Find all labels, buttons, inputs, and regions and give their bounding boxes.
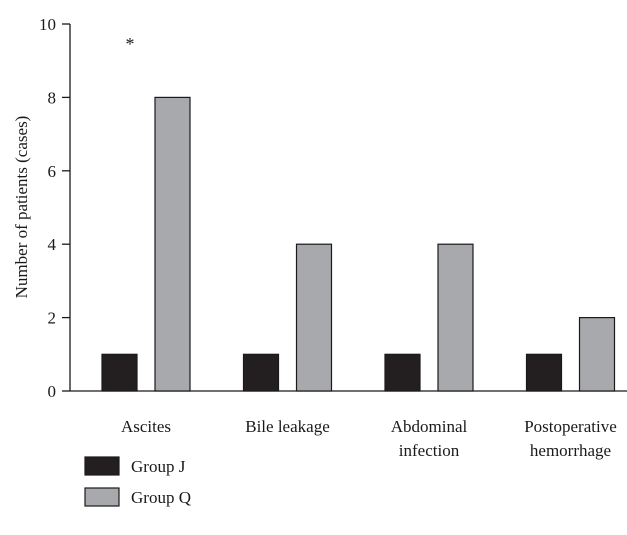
y-axis-title: Number of patients (cases) xyxy=(12,116,31,299)
legend-label: Group J xyxy=(131,457,186,476)
x-tick-label: Ascites xyxy=(121,417,171,436)
x-tick-label: Bile leakage xyxy=(245,417,330,436)
significance-marker: * xyxy=(126,34,135,54)
y-tick-label: 8 xyxy=(48,88,57,107)
bar-group-j xyxy=(242,353,280,392)
legend-label: Group Q xyxy=(131,488,191,507)
y-tick-label: 4 xyxy=(48,235,57,254)
x-tick-label: Abdominal infection xyxy=(391,417,468,460)
x-axis: Ascites Bile leakage Abdominal infection Pos… xyxy=(70,390,627,460)
bar-group-j xyxy=(525,353,563,392)
x-tick-label: Postoperative hemorrhage xyxy=(524,417,617,460)
bars xyxy=(101,96,616,392)
y-tick-label: 6 xyxy=(48,162,57,181)
y-tick-label: 10 xyxy=(39,15,56,34)
legend: Group J Group Q xyxy=(84,456,191,507)
bar-group-q xyxy=(578,317,616,392)
bar-group-q xyxy=(154,96,191,392)
bar-group-q xyxy=(295,243,333,392)
bar-group-j xyxy=(101,353,138,392)
bar-group-q xyxy=(437,243,474,392)
y-tick-label: 2 xyxy=(48,309,57,328)
legend-swatch xyxy=(84,487,120,507)
y-tick-label: 0 xyxy=(48,382,57,401)
y-axis: 0 2 4 6 8 10 xyxy=(39,15,71,401)
bar-group-j xyxy=(384,353,421,392)
annotations: * xyxy=(126,34,135,54)
legend-swatch xyxy=(84,456,120,476)
